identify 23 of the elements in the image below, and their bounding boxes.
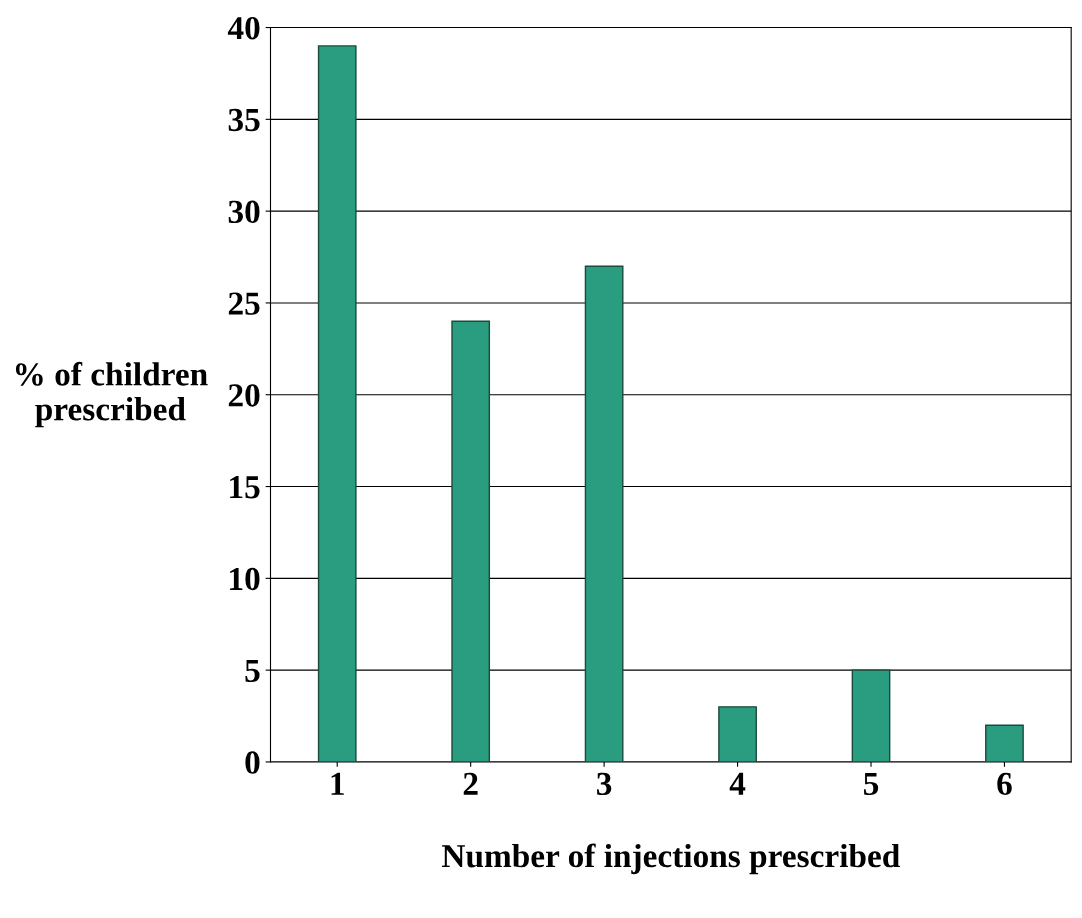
bar <box>985 724 1024 762</box>
y-tick-label: 15 <box>230 476 260 499</box>
bar <box>584 265 624 762</box>
bar <box>851 669 891 762</box>
bar <box>718 706 757 762</box>
y-tick-label: 25 <box>228 292 260 315</box>
x-tick-label: 3 <box>597 772 612 796</box>
y-tick-label: 5 <box>245 659 260 683</box>
y-tick-label: 30 <box>228 200 260 224</box>
x-tick-label: 4 <box>729 772 746 795</box>
x-tick-label: 1 <box>331 772 344 795</box>
x-tick-label: 5 <box>864 772 879 796</box>
y-tick-label: 10 <box>230 567 260 591</box>
y-tick-label: 40 <box>227 16 260 40</box>
y-axis-title: % of children prescribed <box>15 361 208 428</box>
x-tick-label: 2 <box>463 772 478 795</box>
x-tick-label: 6 <box>997 772 1012 796</box>
y-tick-label: 0 <box>245 751 260 774</box>
x-axis-title: Number of injections prescribed <box>442 843 900 875</box>
y-tick-label: 20 <box>228 384 260 407</box>
y-tick-label: 35 <box>228 108 260 132</box>
bar <box>451 320 491 762</box>
bar <box>317 45 357 762</box>
